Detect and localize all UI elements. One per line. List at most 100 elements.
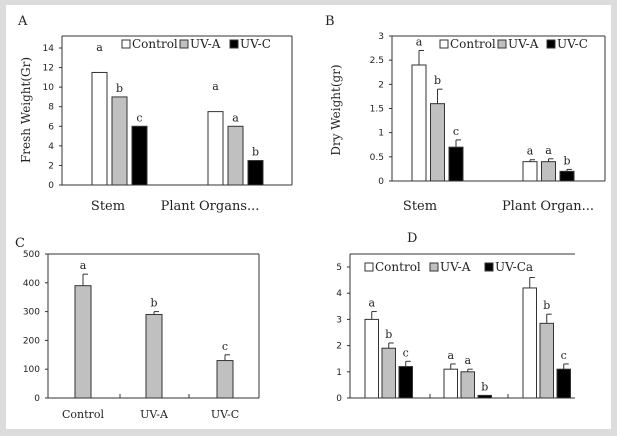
y-tick-label: 400 (23, 279, 40, 289)
y-axis-label: Fresh Weight(Gr) (19, 57, 33, 163)
x-category-label: Stem (91, 199, 125, 214)
legend-label: UV-C (240, 37, 271, 51)
bar (430, 103, 445, 182)
y-tick-label: 2 (48, 161, 54, 171)
legend-swatch (546, 39, 556, 49)
y-tick-label: 6 (48, 122, 54, 132)
y-tick-label: 4 (48, 142, 54, 152)
y-tick-label: 2 (378, 80, 384, 90)
significance-letter: c (136, 111, 142, 124)
significance-letter: b (116, 82, 123, 95)
legend-label: UV-A (440, 260, 471, 274)
significance-letter: c (453, 125, 459, 138)
significance-letter: a (447, 349, 454, 362)
y-tick-label: 10 (43, 83, 55, 93)
y-tick-label: 100 (23, 365, 40, 375)
significance-letter: c (403, 346, 409, 359)
legend-swatch (229, 39, 239, 49)
bar (411, 64, 427, 182)
significance-letter: a (545, 144, 552, 157)
legend: Control UV-A UV-C (121, 37, 271, 51)
panel-label: B (325, 14, 335, 29)
y-tick-label: 500 (23, 250, 40, 260)
significance-letter: a (368, 297, 375, 310)
legend-label: Control (450, 37, 496, 51)
chart-b: B 0 0.5 1 1.5 2 2.5 3 Dry Weight(gr) Stem Plant Or… (325, 14, 606, 214)
y-tick-label: 2 (336, 342, 342, 352)
bar (398, 366, 413, 399)
legend: Control UV-A UV-Ca (364, 260, 533, 274)
significance-letter: a (96, 41, 103, 54)
bar (556, 368, 571, 399)
bar (91, 71, 108, 186)
chart-a: A 0 2 4 6 8 10 12 14 Fresh Weight(Gr) Stem Plant Or… (17, 14, 293, 214)
x-category-label: Control (62, 408, 104, 421)
significance-letter: c (561, 349, 567, 362)
significance-letter: c (222, 340, 228, 353)
legend-label: Control (375, 260, 421, 274)
legend-label: UV-C (557, 37, 588, 51)
bar (74, 285, 92, 399)
bar (522, 287, 537, 399)
bar (227, 125, 244, 186)
x-category-label: Plant Organs... (161, 199, 260, 214)
y-tick-label: 1 (336, 368, 342, 378)
chart-c: C 0 100 200 300 400 500 Control UV-A UV-C a b c (15, 236, 260, 421)
significance-letter: b (150, 297, 157, 310)
legend: Control UV-A UV-C (439, 37, 588, 51)
significance-letter: a (527, 145, 534, 158)
significance-letter: b (252, 146, 259, 159)
significance-letter: a (464, 354, 471, 367)
y-tick-label: 14 (43, 44, 55, 54)
bar (477, 394, 492, 399)
bar (131, 125, 148, 186)
panel-label: D (407, 231, 417, 246)
bar (247, 160, 264, 186)
legend-label: UV-A (508, 37, 539, 51)
significance-letter: a (416, 36, 423, 49)
panel-label: C (15, 236, 25, 251)
y-tick-label: 0 (34, 394, 40, 404)
y-tick-label: 5 (336, 263, 342, 273)
bar (541, 161, 556, 182)
bar (559, 170, 575, 182)
x-category-label: UV-A (140, 408, 169, 421)
legend-label: UV-Ca (495, 260, 533, 274)
y-tick-label: 0 (378, 177, 384, 187)
y-tick-label: 8 (48, 103, 54, 113)
x-category-label: Plant Organ... (502, 199, 594, 214)
bar (145, 313, 163, 399)
y-tick-label: 300 (23, 308, 40, 318)
bar (539, 322, 554, 399)
bar (448, 146, 464, 182)
y-tick-label: 0.5 (370, 153, 384, 163)
bar (460, 371, 475, 399)
y-tick-label: 3 (378, 32, 384, 42)
legend-label: Control (132, 37, 178, 51)
bar (381, 347, 396, 399)
bar (216, 360, 234, 399)
legend-label: UV-A (190, 37, 221, 51)
significance-letter: b (563, 154, 570, 167)
significance-letter: a (212, 80, 219, 93)
panel-label: A (17, 14, 28, 29)
y-tick-label: 12 (43, 64, 54, 74)
legend-swatch (497, 39, 507, 49)
significance-letter: b (385, 328, 392, 341)
y-tick-label: 1 (378, 129, 384, 139)
x-category-label: UV-C (211, 408, 239, 421)
y-tick-label: 4 (336, 289, 342, 299)
y-tick-label: 3 (336, 315, 342, 325)
legend-swatch (484, 262, 494, 272)
bar (522, 161, 538, 182)
significance-letter: a (80, 259, 87, 272)
legend-swatch (121, 39, 131, 49)
x-category-label: Stem (403, 199, 437, 214)
y-axis-label: Dry Weight(gr) (329, 64, 343, 155)
legend-swatch (364, 262, 374, 272)
bar (207, 111, 224, 186)
bar (364, 318, 379, 399)
